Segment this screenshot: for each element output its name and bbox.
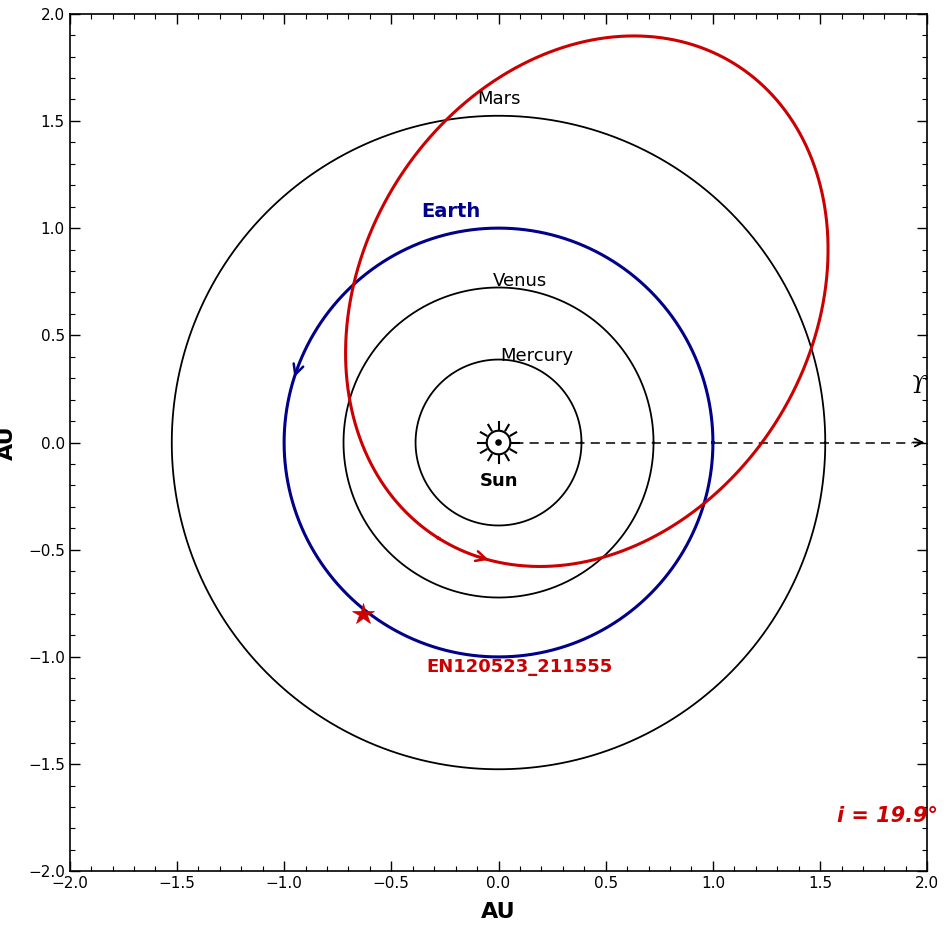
Circle shape (496, 440, 501, 445)
Text: i = 19.9°: i = 19.9° (837, 806, 939, 826)
Text: Sun: Sun (479, 472, 518, 490)
Text: Venus: Venus (493, 272, 547, 290)
Text: EN120523_211555: EN120523_211555 (427, 658, 613, 676)
Text: Earth: Earth (422, 203, 481, 221)
Y-axis label: AU: AU (0, 425, 17, 459)
Circle shape (486, 431, 510, 455)
Text: Mars: Mars (477, 90, 521, 108)
Text: Mercury: Mercury (501, 347, 574, 365)
Text: ϒ: ϒ (911, 375, 927, 398)
X-axis label: AU: AU (482, 902, 516, 923)
